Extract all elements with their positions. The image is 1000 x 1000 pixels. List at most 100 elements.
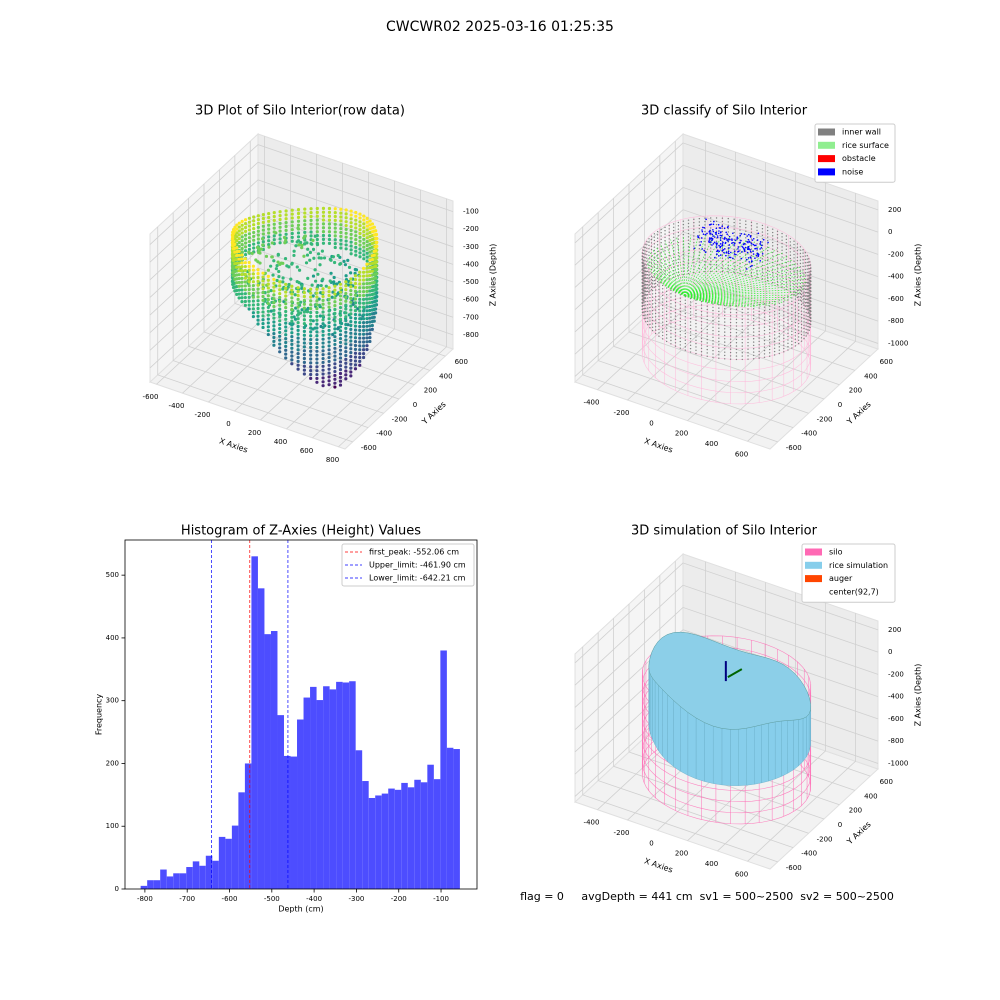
- cloud-point: [358, 328, 362, 332]
- wall-point: [787, 305, 789, 308]
- cloud-point: [361, 266, 366, 270]
- wall-point: [783, 327, 785, 330]
- rice-surface-ray: [684, 295, 777, 305]
- cloud-point: [365, 324, 369, 328]
- wall-point: [806, 265, 808, 267]
- wall-point: [773, 347, 776, 349]
- wall-point: [781, 249, 783, 251]
- cloud-point: [315, 230, 319, 234]
- wall-point: [745, 233, 747, 236]
- noise-point: [719, 243, 722, 245]
- noise-point: [725, 237, 727, 240]
- wall-point: [665, 290, 668, 293]
- wall-point: [778, 336, 781, 338]
- cloud-point: [349, 327, 353, 331]
- wall-point: [646, 273, 649, 276]
- wall-point: [727, 217, 729, 220]
- cloud-point: [321, 314, 325, 318]
- wall-point: [761, 248, 764, 250]
- wall-point: [648, 264, 650, 267]
- wall-point: [741, 335, 743, 337]
- cloud-point: [243, 280, 247, 284]
- cloud-point: [285, 264, 289, 268]
- wall-point: [797, 309, 800, 311]
- cloud-point: [315, 226, 319, 230]
- wall-point: [758, 340, 760, 343]
- z-tick-label: 0: [888, 648, 892, 656]
- cloud-point: [327, 230, 332, 234]
- wall-point: [747, 341, 749, 344]
- noise-point: [708, 239, 711, 241]
- wall-point: [661, 294, 664, 297]
- noise-point: [756, 252, 759, 255]
- cloud-point: [278, 299, 282, 304]
- wall-point: [643, 277, 645, 280]
- wall-point: [677, 241, 680, 244]
- wall-point: [806, 301, 808, 304]
- wall-point: [695, 332, 697, 335]
- wall-point: [789, 271, 792, 273]
- cloud-point: [338, 313, 343, 317]
- cloud-point: [237, 233, 241, 237]
- wall-point: [649, 323, 651, 326]
- wall-point: [650, 265, 653, 267]
- wall-point: [656, 234, 659, 236]
- cloud-point: [321, 384, 325, 388]
- wall-point: [661, 288, 664, 290]
- cloud-point: [315, 361, 319, 365]
- wall-point: [773, 320, 776, 323]
- cloud-point: [353, 355, 358, 359]
- wall-point: [656, 257, 659, 259]
- wall-point: [781, 269, 783, 272]
- cloud-point: [361, 301, 366, 305]
- hist-bar: [375, 795, 382, 889]
- hist-bar: [270, 631, 278, 889]
- cloud-point: [321, 329, 325, 334]
- wall-point: [741, 328, 743, 331]
- wall-point: [674, 345, 677, 347]
- cloud-point: [317, 303, 322, 307]
- cloud-point: [333, 214, 337, 219]
- cloud-point: [338, 379, 343, 383]
- wall-point: [741, 338, 743, 341]
- wall-point: [706, 342, 708, 344]
- cloud-point: [354, 245, 358, 249]
- z-tick-label: 200: [888, 206, 901, 214]
- wall-point: [664, 263, 666, 265]
- legend-swatch: [818, 168, 835, 176]
- cloud-point: [327, 309, 331, 313]
- hist-bar: [355, 750, 363, 889]
- cloud-point: [315, 376, 319, 381]
- rice-surface-ray: [684, 235, 692, 296]
- wall-point: [712, 343, 714, 345]
- wall-point: [739, 219, 741, 221]
- wall-point: [803, 317, 805, 320]
- cloud-point: [237, 292, 241, 296]
- wall-point: [724, 344, 726, 347]
- wall-point: [695, 349, 697, 351]
- wall-point: [799, 276, 802, 278]
- cloud-point: [333, 338, 337, 343]
- wall-point: [747, 318, 749, 320]
- cloud-point: [284, 356, 288, 360]
- wall-point: [804, 275, 807, 277]
- wall-point: [799, 286, 802, 288]
- cloud-point: [243, 218, 248, 222]
- cloud-point: [257, 247, 261, 251]
- wall-point: [763, 346, 766, 348]
- hist-bar: [440, 650, 447, 889]
- wall-point: [693, 241, 695, 244]
- wall-point: [735, 328, 738, 331]
- wall-point: [752, 338, 755, 340]
- x-tick-label: -100: [433, 895, 449, 903]
- cloud-point: [338, 321, 343, 325]
- wall-point: [809, 314, 811, 316]
- wall-point: [670, 306, 672, 308]
- wall-point: [664, 250, 666, 252]
- wall-point: [771, 245, 774, 247]
- wall-point: [682, 230, 685, 232]
- cloud-point: [358, 293, 362, 298]
- wall-point: [718, 330, 720, 333]
- noise-point: [716, 253, 718, 256]
- wall-point: [810, 323, 812, 326]
